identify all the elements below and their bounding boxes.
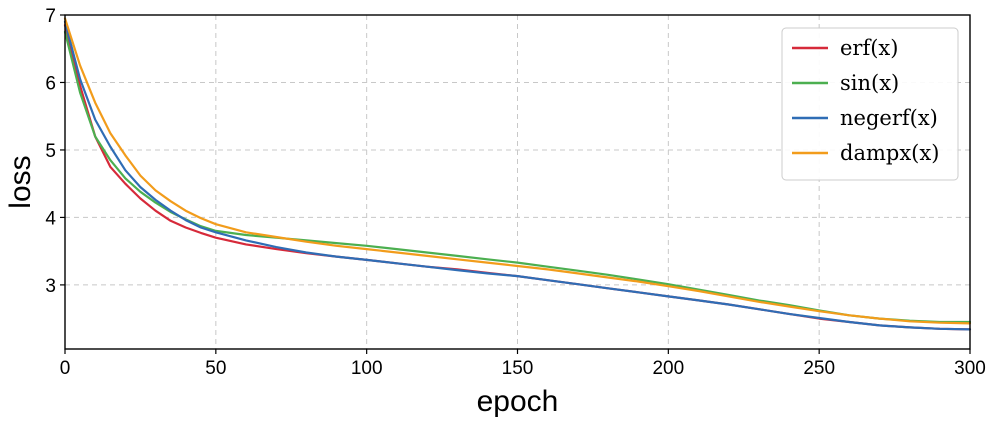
y-tick-label: 3 — [45, 276, 56, 297]
legend-label-negerfx: negerf(x) — [840, 106, 938, 130]
grid — [65, 15, 970, 349]
ticks: 0 50 100 150 200 250 300 3 4 5 6 7 — [45, 6, 985, 379]
x-tick-label: 300 — [954, 358, 986, 379]
legend-box — [781, 27, 959, 181]
legend-label-erfx: erf(x) — [840, 36, 898, 60]
x-tick-label: 0 — [60, 358, 71, 379]
x-tick-label: 250 — [803, 358, 835, 379]
legend: erf(x) sin(x) negerf(x) dampx(x) — [781, 27, 959, 181]
x-tick-label: 200 — [652, 358, 684, 379]
x-tick-label: 150 — [502, 358, 534, 379]
x-axis-label: epoch — [477, 385, 559, 418]
series-line-dampxx — [63, 17, 972, 325]
y-tick-label: 4 — [45, 208, 56, 229]
series-lines — [63, 17, 972, 331]
y-tick-label: 5 — [45, 141, 56, 162]
y-tick-label: 6 — [45, 73, 56, 94]
x-tick-label: 100 — [351, 358, 383, 379]
x-tick-label: 50 — [205, 358, 226, 379]
y-tick-label: 7 — [45, 6, 56, 27]
series-line-negerfx — [63, 20, 972, 331]
series-line-sinx — [63, 30, 972, 324]
legend-label-sinx: sin(x) — [840, 71, 899, 95]
legend-label-dampxx: dampx(x) — [840, 141, 939, 165]
y-axis-label: loss — [4, 155, 37, 208]
